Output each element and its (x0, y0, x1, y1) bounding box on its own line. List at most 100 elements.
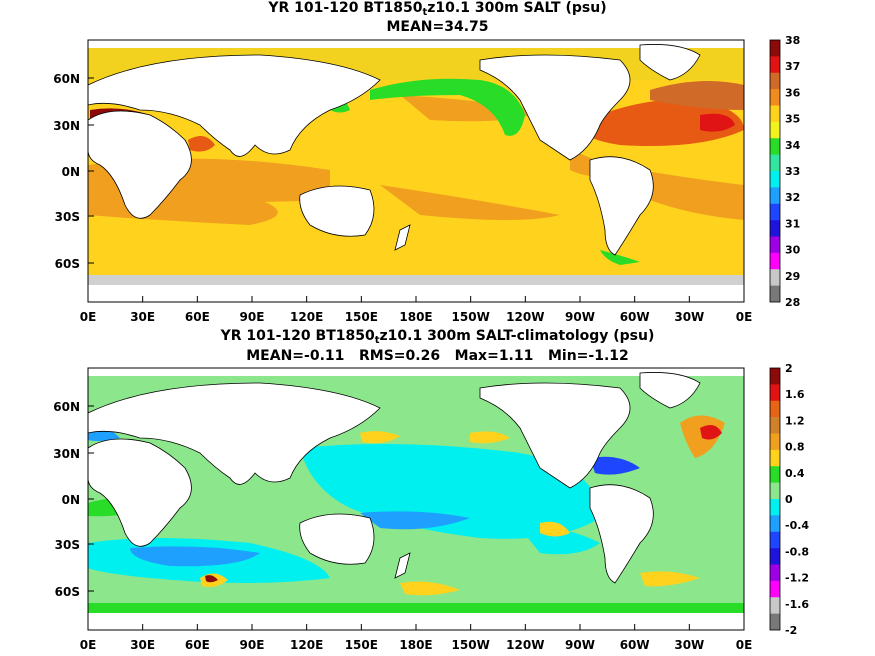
p2-colorbar-swatch (770, 466, 780, 483)
p1-lat-label: 30S (55, 210, 80, 224)
p2-colorbar-label: 1.6 (785, 388, 805, 401)
p1-colorbar-label: 36 (785, 86, 801, 99)
panel2-colorbar: 2 1.6 1.2 0.8 0.4 0 -0.4 -0.8 -1.2 -1.6 -2 (769, 362, 809, 637)
p1-colorbar-border (769, 39, 781, 303)
p1-colorbar-swatch (770, 40, 780, 57)
p1-colorbar-swatch (770, 285, 780, 303)
p1-lat-label: 60S (55, 257, 80, 271)
p2-colorbar-swatch (770, 515, 780, 533)
p1-lon-label: 30E (130, 310, 155, 324)
p2-colorbar-label: -0.4 (785, 519, 809, 532)
p2-lon-label: 60E (185, 638, 210, 652)
p1-colorbar-label: 29 (785, 270, 800, 283)
p1-colorbar-label: 34 (785, 139, 801, 152)
p2-colorbar-swatch (770, 417, 780, 434)
p1-lon-label: 150W (452, 310, 490, 324)
panel1-colorbar: 38 37 36 35 34 33 32 31 30 29 28 (769, 34, 801, 309)
p2-colorbar-swatch (770, 368, 780, 385)
p2-colorbar-swatch (770, 400, 780, 418)
p1-colorbar-swatch (770, 56, 780, 74)
p2-lat-label: 0N (62, 493, 80, 507)
panel2-lon-labels: 0E 30E 60E 90E 120E 150E 180E 150W 120W 90W 60W 30W… (80, 624, 753, 652)
p2-lat-label: 60N (53, 400, 80, 414)
p1-colorbar-swatch (770, 252, 780, 270)
panel1-title-sub: t (422, 7, 428, 18)
p1-lon-label: 90W (565, 310, 595, 324)
p2-lat-label: 30S (55, 538, 80, 552)
p1-lon-label: 0E (736, 310, 753, 324)
p2-lon-label: 30E (130, 638, 155, 652)
p2-colorbar-swatch (770, 597, 780, 614)
p1-colorbar-swatch (770, 171, 780, 188)
p2-lat-label: 30N (53, 447, 80, 461)
p2-colorbar-swatch (770, 433, 780, 451)
p1-colorbar-swatch (770, 154, 780, 172)
p2-colorbar-label: 0.8 (785, 441, 805, 454)
p1-colorbar-swatch (770, 138, 780, 155)
p2-lon-label: 0E (736, 638, 753, 652)
p1-lon-label: 0E (80, 310, 97, 324)
panel2-title: YR 101-120 BT1850tz10.1 300m SALT-climat… (0, 328, 875, 346)
p1-lon-label: 60E (185, 310, 210, 324)
panel1-title: YR 101-120 BT1850tz10.1 300m SALT (psu) (0, 0, 875, 18)
p2-colorbar-swatch (770, 580, 780, 598)
p1-colorbar-label: 32 (785, 191, 800, 204)
p1-colorbar-label: 28 (785, 296, 800, 309)
p1-colorbar-label: 31 (785, 217, 800, 230)
p2-lon-label: 90W (565, 638, 595, 652)
p2-lon-label: 180E (399, 638, 432, 652)
p2-colorbar-label: -2 (785, 624, 797, 637)
p1-lat-label: 0N (62, 165, 80, 179)
p2-colorbar-swatch (770, 449, 780, 467)
p2-lon-label: 150E (345, 638, 378, 652)
p2-lon-label: 120E (290, 638, 323, 652)
p2-colorbar-label: 1.2 (785, 414, 805, 427)
panel2-title-sub: t (374, 335, 380, 346)
panel2-title-post: z10.1 300m SALT-climatology (psu) (379, 328, 655, 344)
p1-colorbar-label: 30 (785, 244, 801, 257)
p1-lat-label: 30N (53, 119, 80, 133)
panel2-stats: MEAN=-0.11 RMS=0.26 Max=1.11 Min=-1.12 (246, 348, 629, 364)
panel2-salinity-anomaly-map: 60N 30N 0N 30S 60S 0E 30E 60E 90E 120E 150E 180E 15… (53, 362, 809, 652)
p1-colorbar-label: 38 (785, 34, 800, 47)
p1-lon-label: 150E (345, 310, 378, 324)
panel1-stats: MEAN=34.75 (386, 19, 489, 35)
p2-lon-label: 0E (80, 638, 97, 652)
p2-colorbar-swatch (770, 564, 780, 582)
p2-lon-label: 120W (506, 638, 544, 652)
p1-colorbar-swatch (770, 269, 780, 286)
p2-lon-label: 150W (452, 638, 490, 652)
panel1-salinity-map: 60N 30N 0N 30S 60S 0E 30E 60E 90E 120E 150E 180E 15… (53, 34, 801, 324)
p2-lon-label: 90E (240, 638, 265, 652)
p2-colorbar-swatch (770, 384, 780, 402)
p1-colorbar-swatch (770, 72, 780, 90)
p1-colorbar-label: 37 (785, 60, 800, 73)
panel1-land (87, 44, 744, 302)
p2-colorbar-swatch (770, 482, 780, 500)
p1-colorbar-swatch (770, 187, 780, 205)
p1-colorbar-swatch (770, 236, 780, 254)
p2-lon-label: 60W (620, 638, 650, 652)
p2-colorbar-swatch (770, 531, 780, 549)
p1-lon-label: 60W (620, 310, 650, 324)
p2-lat-label: 60S (55, 585, 80, 599)
panel2-title-pre: YR 101-120 BT1850 (220, 328, 375, 344)
p1-colorbar-swatch (770, 89, 780, 106)
p2-colorbar-label: -1.2 (785, 572, 809, 585)
panel2-lat-labels: 60N 30N 0N 30S 60S (53, 400, 94, 599)
p1-lon-label: 180E (399, 310, 432, 324)
p1-lon-label: 120E (290, 310, 323, 324)
p1-colorbar-label: 35 (785, 113, 800, 126)
p2-colorbar-swatch (770, 499, 780, 516)
panel1-lon-labels: 0E 30E 60E 90E 120E 150E 180E 150W 120W 90W 60W 30W… (80, 296, 753, 324)
p1-lon-label: 120W (506, 310, 544, 324)
p2-colorbar-label: -0.8 (785, 545, 809, 558)
p2-colorbar-swatch (770, 548, 780, 565)
p1-colorbar-swatch (770, 220, 780, 237)
p2-colorbar-swatch (770, 613, 780, 631)
p2-colorbar-label: 2 (785, 362, 793, 375)
panel1-title-pre: YR 101-120 BT1850 (268, 0, 423, 16)
p2-colorbar-border (769, 367, 781, 631)
p1-lon-label: 30W (674, 310, 704, 324)
panel1-lat-labels: 60N 30N 0N 30S 60S (53, 72, 94, 271)
